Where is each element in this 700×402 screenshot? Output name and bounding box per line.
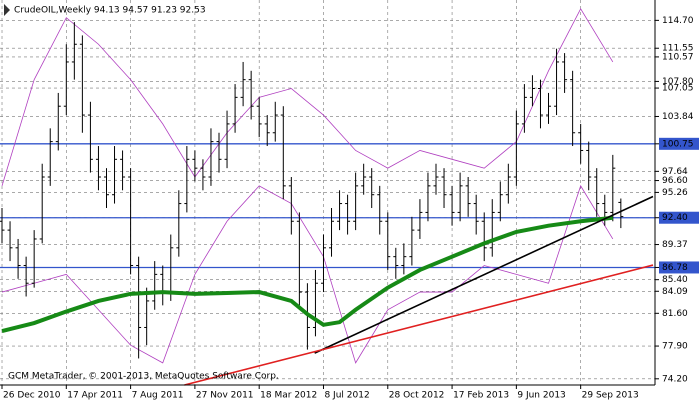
x-tick-label: 17 Feb 2013 <box>453 391 509 401</box>
x-tick-label: 18 Mar 2012 <box>260 391 317 401</box>
band-lower <box>1 184 614 364</box>
x-tick-label: 17 Apr 2011 <box>67 391 123 401</box>
y-tick-label: 111.55 <box>662 44 694 54</box>
x-tick-label: 8 Jul 2012 <box>324 391 369 401</box>
y-tick-label: 103.84 <box>662 112 694 122</box>
x-tick-label: 7 Aug 2011 <box>132 391 184 401</box>
trend-line <box>184 264 654 386</box>
chart-title: CrudeOIL,Weekly 94.13 94.57 91.23 92.53 <box>14 6 206 16</box>
y-tick-label: 107.80 <box>662 77 694 87</box>
y-label-box <box>659 137 699 150</box>
y-tick-label: 92.40 <box>662 213 688 223</box>
x-tick-label: 27 Nov 2011 <box>196 391 254 401</box>
y-tick-label: 97.64 <box>662 167 688 177</box>
y-tick-label: 100.75 <box>662 139 694 149</box>
trend-line <box>314 195 654 354</box>
y-tick-label: 84.09 <box>662 287 688 297</box>
y-tick-label: 107.05 <box>662 84 694 94</box>
y-tick-label: 110.57 <box>662 52 694 62</box>
y-tick-label: 96.60 <box>662 176 688 186</box>
y-label-box <box>659 211 699 224</box>
y-tick-label: 86.78 <box>662 263 688 273</box>
header-icon <box>4 4 10 16</box>
footer: GCM MetaTrader, © 2001-2013, MetaQuotes … <box>8 372 279 382</box>
moving-average <box>1 215 614 333</box>
x-tick-label: 9 Jun 2013 <box>517 391 565 401</box>
y-label-box <box>659 261 699 274</box>
x-tick-label: 26 Dec 2010 <box>3 391 61 401</box>
y-tick-label: 114.70 <box>662 16 694 26</box>
y-tick-label: 77.90 <box>662 342 688 352</box>
x-tick-label: 29 Sep 2013 <box>582 391 639 401</box>
y-tick-label: 85.40 <box>662 275 688 285</box>
y-tick-label: 81.60 <box>662 309 688 319</box>
x-tick-label: 28 Oct 2012 <box>389 391 445 401</box>
y-tick-label: 95.26 <box>662 188 688 198</box>
y-tick-label: 74.20 <box>662 374 688 384</box>
band-upper <box>1 8 614 186</box>
y-tick-label: 89.37 <box>662 240 688 250</box>
